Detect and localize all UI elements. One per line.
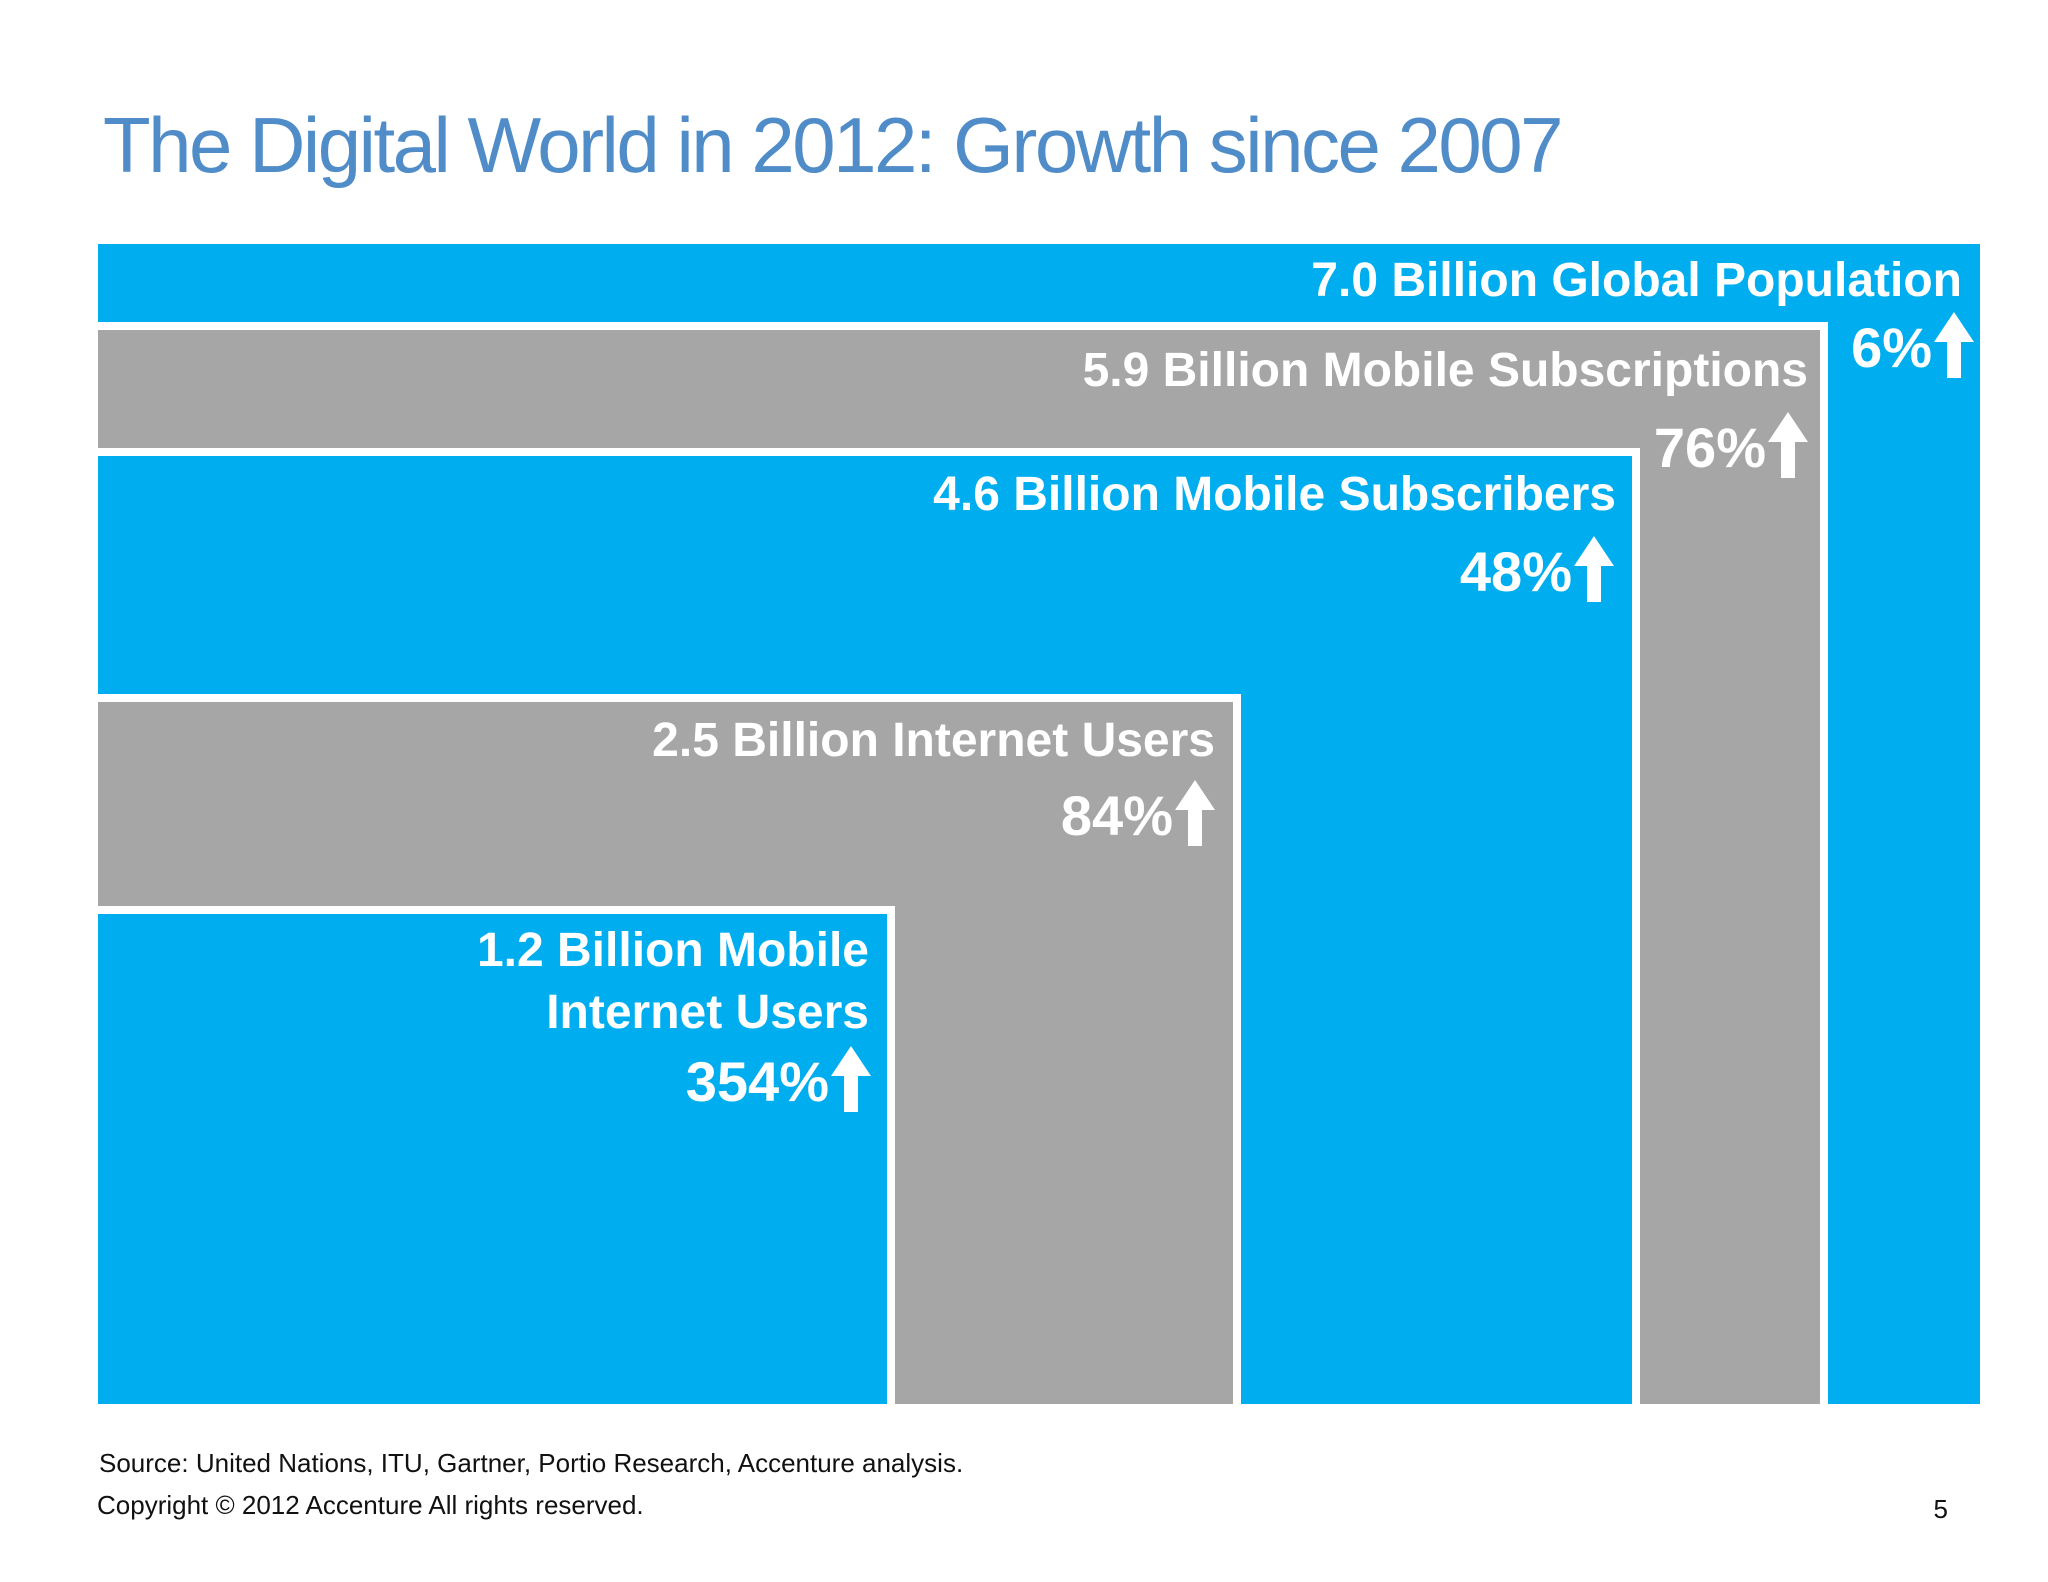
mobile-subscribers-box: 4.6 Billion Mobile Subscribers 48% 2.5 B… [98, 448, 1640, 1404]
internet-users-label: 2.5 Billion Internet Users [652, 714, 1215, 767]
internet-users-growth: 84% [1061, 780, 1215, 846]
up-arrow-icon [1934, 312, 1974, 378]
up-arrow-icon [1175, 780, 1215, 846]
mobile-internet-users-growth-value: 354% [685, 1050, 829, 1113]
copyright-note: Copyright © 2012 Accenture All rights re… [97, 1490, 644, 1520]
page-number: 5 [1933, 1494, 1948, 1524]
population-box: 7.0 Billion Global Population 6% 5.9 Bil… [98, 244, 1980, 1404]
source-note: Source: United Nations, ITU, Gartner, Po… [99, 1448, 964, 1478]
mobile-internet-users-box: 1.2 Billion Mobile Internet Users 354% [98, 906, 895, 1404]
mobile-subscribers-growth-value: 48% [1459, 540, 1572, 603]
internet-users-box: 2.5 Billion Internet Users 84% 1.2 Billi… [98, 694, 1241, 1404]
mobile-internet-users-label: 1.2 Billion Mobile Internet Users [476, 924, 869, 1039]
mobile-subscribers-growth: 48% [1460, 536, 1614, 602]
mobile-subscriptions-growth-value: 76% [1653, 416, 1766, 479]
population-growth-value: 6% [1851, 316, 1932, 379]
mobile-subscribers-label: 4.6 Billion Mobile Subscribers [933, 468, 1616, 521]
population-growth: 6% [1851, 312, 1974, 378]
up-arrow-icon [1768, 412, 1808, 478]
mobile-internet-users-growth: 354% [686, 1046, 871, 1112]
up-arrow-icon [1574, 536, 1614, 602]
mobile-subscriptions-box: 5.9 Billion Mobile Subscriptions 76% 4.6… [98, 322, 1828, 1404]
population-label: 7.0 Billion Global Population [1311, 254, 1962, 307]
nested-area-chart: 7.0 Billion Global Population 6% 5.9 Bil… [98, 244, 1980, 1404]
internet-users-growth-value: 84% [1060, 784, 1173, 847]
mobile-subscriptions-label: 5.9 Billion Mobile Subscriptions [1082, 344, 1808, 397]
mobile-subscriptions-growth: 76% [1654, 412, 1808, 478]
up-arrow-icon [831, 1046, 871, 1112]
slide-title: The Digital World in 2012: Growth since … [103, 101, 1564, 189]
